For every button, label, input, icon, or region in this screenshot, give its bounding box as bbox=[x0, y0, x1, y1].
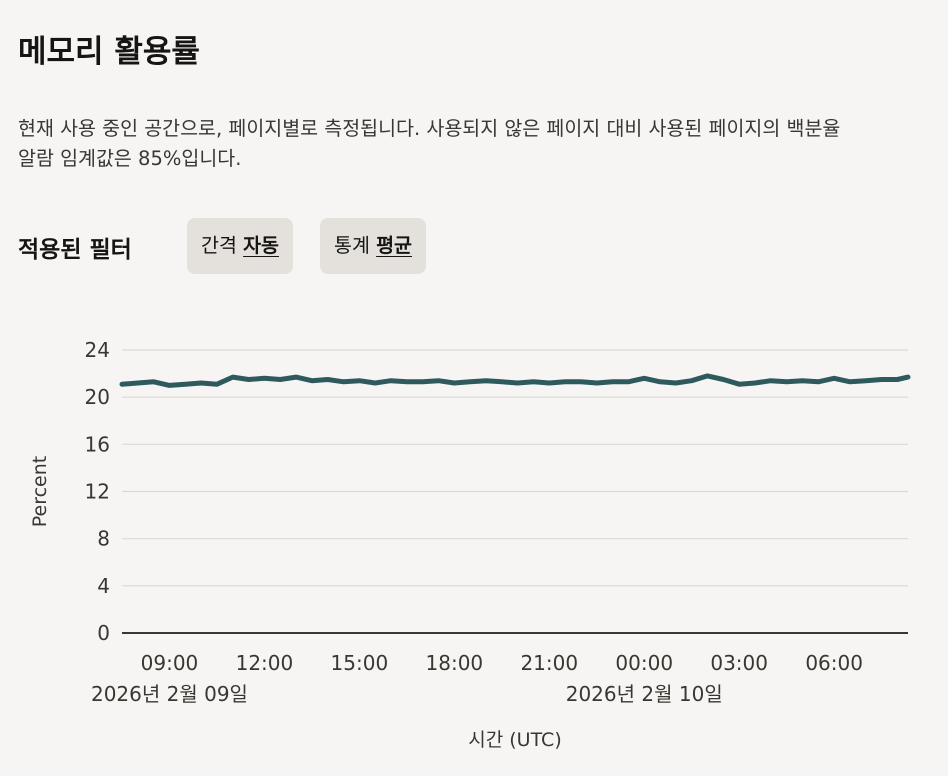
x-axis-ticks: 09:00 12:00 15:00 18:00 21:00 00:00 03:00 06:00 bbox=[141, 651, 863, 675]
memory-utilization-chart: 0 4 8 12 16 20 24 09:00 12:00 15:00 18:00 21:00 00:… bbox=[29, 338, 911, 751]
y-tick-label: 16 bbox=[85, 432, 110, 456]
y-tick-label: 8 bbox=[97, 527, 110, 551]
x-axis-date-labels: 2026년 2월 09일 2026년 2월 10일 bbox=[91, 682, 723, 706]
statistic-filter-value[interactable]: 평균 bbox=[376, 234, 412, 257]
y-axis-ticks: 0 4 8 12 16 20 24 bbox=[85, 338, 110, 645]
statistic-filter-chip[interactable]: 통계 평균 bbox=[320, 218, 426, 274]
page-title: 메모리 활용률 bbox=[18, 34, 200, 70]
x-tick-label: 00:00 bbox=[615, 651, 673, 675]
description-line-2: 알람 임계값은 85%입니다. bbox=[18, 147, 242, 170]
statistic-filter-name: 통계 bbox=[334, 234, 370, 257]
x-tick-label: 18:00 bbox=[426, 651, 484, 675]
x-tick-label: 06:00 bbox=[805, 651, 863, 675]
x-tick-label: 09:00 bbox=[141, 651, 199, 675]
x-date-label: 2026년 2월 10일 bbox=[566, 682, 723, 706]
y-tick-label: 24 bbox=[85, 338, 110, 362]
interval-filter-name: 간격 bbox=[201, 234, 237, 257]
x-tick-label: 12:00 bbox=[236, 651, 294, 675]
y-tick-label: 20 bbox=[85, 385, 110, 409]
x-axis-title: 시간 (UTC) bbox=[468, 729, 562, 751]
x-tick-label: 03:00 bbox=[710, 651, 768, 675]
y-tick-label: 0 bbox=[97, 621, 110, 645]
metric-description: 현재 사용 중인 공간으로, 페이지별로 측정됩니다. 사용되지 않은 페이지 … bbox=[18, 114, 948, 174]
applied-filters-label: 적용된 필터 bbox=[18, 237, 132, 263]
memory-utilization-series-line bbox=[119, 373, 911, 388]
y-axis-title: Percent bbox=[29, 456, 51, 528]
description-line-1: 현재 사용 중인 공간으로, 페이지별로 측정됩니다. 사용되지 않은 페이지 … bbox=[18, 117, 841, 140]
grid-lines bbox=[122, 349, 908, 587]
x-tick-label: 21:00 bbox=[520, 651, 578, 675]
interval-filter-chip[interactable]: 간격 자동 bbox=[187, 218, 293, 274]
y-tick-label: 12 bbox=[85, 480, 110, 504]
x-date-label: 2026년 2월 09일 bbox=[91, 682, 248, 706]
interval-filter-value[interactable]: 자동 bbox=[243, 234, 279, 257]
x-tick-label: 15:00 bbox=[331, 651, 389, 675]
y-tick-label: 4 bbox=[97, 574, 110, 598]
